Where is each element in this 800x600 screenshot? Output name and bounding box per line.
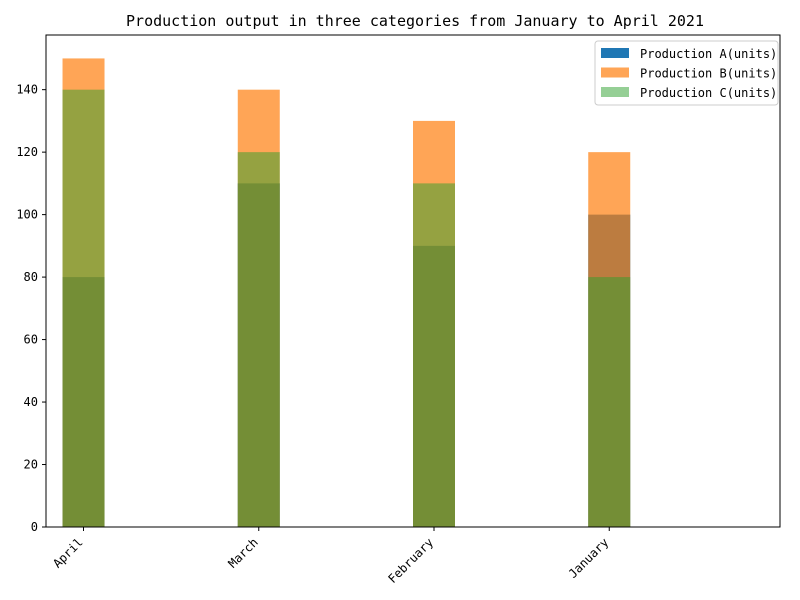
chart-title: Production output in three categories fr… <box>126 12 704 30</box>
legend-box <box>594 40 779 106</box>
y-tick-label: 80 <box>24 270 38 284</box>
legend: Production A(units) Production B(units) Pr… <box>594 40 779 106</box>
bars-layer <box>62 58 631 528</box>
y-tick-label: 120 <box>16 145 38 159</box>
x-tick-label: February <box>385 535 436 586</box>
x-tick-label: April <box>50 535 85 570</box>
y-tick-label: 140 <box>16 83 38 97</box>
y-tick-label: 20 <box>24 458 38 472</box>
axes-layer: 0 20 40 60 80 100 120 140 April March February Janu… <box>16 34 781 586</box>
plot-frame <box>45 34 781 528</box>
legend-label-1: Production A(units) <box>640 47 777 61</box>
y-tick-label: 60 <box>24 333 38 347</box>
y-tick-label: 40 <box>24 395 38 409</box>
legend-label-3: Production C(units) <box>640 86 777 100</box>
x-tick-label: March <box>225 535 260 570</box>
bar-series3-january <box>588 277 631 527</box>
legend-swatch-1 <box>601 48 629 58</box>
y-tick-label: 0 <box>31 520 38 534</box>
bar-series3-march <box>237 152 280 527</box>
y-tick-label: 100 <box>16 208 38 222</box>
legend-swatch-2 <box>601 67 629 78</box>
legend-label-2: Production B(units) <box>640 67 777 81</box>
legend-swatch-3 <box>601 87 629 97</box>
bar-series3-february <box>413 183 455 527</box>
x-tick-label: January <box>566 535 612 581</box>
bar-series3-april <box>62 89 105 528</box>
